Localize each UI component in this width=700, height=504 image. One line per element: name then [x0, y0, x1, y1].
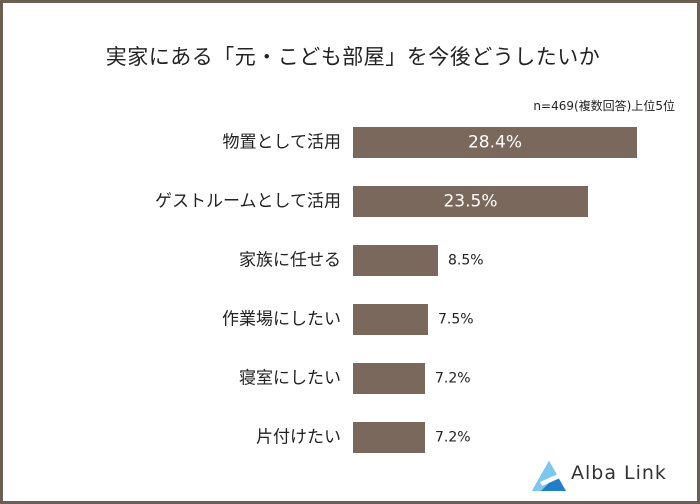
bar-chart: 物置として活用 28.4% ゲストルームとして活用 23.5% 家族に任せる 8.5% 作業…	[155, 127, 637, 453]
value-label: 23.5%	[443, 192, 497, 212]
triangle-logo-icon	[532, 461, 566, 491]
bar	[353, 363, 425, 394]
brand-logo: Alba Link	[531, 458, 691, 494]
bar	[353, 422, 425, 453]
category-label: 物置として活用	[223, 133, 342, 153]
category-label: ゲストルームとして活用	[155, 192, 341, 212]
bar	[353, 304, 428, 335]
value-label: 28.4%	[468, 133, 522, 153]
value-label: 7.5%	[438, 312, 474, 328]
category-label: 家族に任せる	[239, 251, 341, 271]
sample-note: n=469(複数回答)上位5位	[533, 99, 675, 113]
value-label: 7.2%	[435, 430, 471, 446]
category-label: 寝室にしたい	[239, 368, 341, 389]
brand-name: Alba Link	[571, 462, 667, 484]
value-label: 7.2%	[435, 371, 471, 387]
bar	[353, 127, 637, 158]
bar	[353, 186, 588, 217]
category-label: 片付けたい	[256, 428, 341, 448]
chart-title: 実家にある「元・こども部屋」を今後どうしたいか	[105, 45, 601, 69]
value-label: 8.5%	[448, 253, 484, 269]
bar	[353, 245, 438, 276]
category-label: 作業場にしたい	[222, 310, 341, 330]
